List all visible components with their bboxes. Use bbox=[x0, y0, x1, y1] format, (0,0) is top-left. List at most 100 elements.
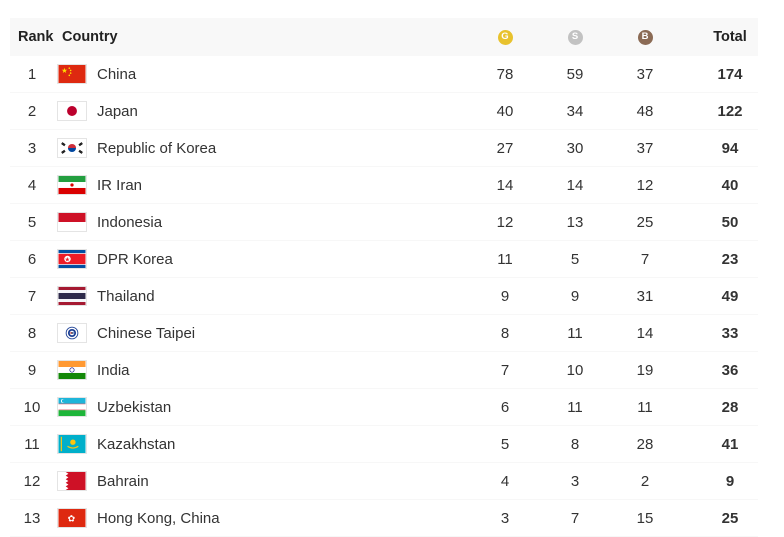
bronze-column-header[interactable]: B bbox=[625, 18, 665, 56]
flag-cell bbox=[56, 463, 88, 499]
table-row[interactable]: 7 Thailand 9 9 31 49 bbox=[10, 278, 758, 315]
china-flag-icon: ★ bbox=[57, 64, 87, 84]
silver-count: 30 bbox=[566, 139, 584, 157]
country-name[interactable]: IR Iran bbox=[97, 176, 143, 194]
country-column-header[interactable]: Country bbox=[62, 29, 118, 45]
flag-cell bbox=[56, 352, 88, 388]
silver-column-header[interactable]: S bbox=[555, 18, 595, 56]
silver-count: 7 bbox=[570, 509, 580, 527]
rank-cell: 8 bbox=[27, 324, 37, 342]
total-count: 174 bbox=[717, 65, 743, 83]
dpr-korea-flag-icon: ★ bbox=[57, 249, 87, 269]
country-name[interactable]: DPR Korea bbox=[97, 250, 173, 268]
table-row[interactable]: 2 Japan 40 34 48 122 bbox=[10, 93, 758, 130]
gold-count: 27 bbox=[496, 139, 514, 157]
flag-cell bbox=[56, 389, 88, 425]
table-row[interactable]: 12 Bahrain 4 3 2 9 bbox=[10, 463, 758, 500]
silver-count: 3 bbox=[570, 472, 580, 490]
rank-cell: 5 bbox=[27, 213, 37, 231]
flag-cell bbox=[56, 278, 88, 314]
silver-count: 34 bbox=[566, 102, 584, 120]
bronze-medal-icon: B bbox=[637, 29, 653, 45]
rank-cell: 13 bbox=[23, 509, 41, 527]
table-row[interactable]: 11 Kazakhstan 5 8 28 41 bbox=[10, 426, 758, 463]
silver-count: 11 bbox=[567, 324, 583, 342]
bronze-count: 7 bbox=[640, 250, 650, 268]
total-count: 25 bbox=[721, 509, 739, 527]
flag-cell: ★ bbox=[56, 56, 88, 92]
total-count: 41 bbox=[721, 435, 739, 453]
rank-cell: 1 bbox=[27, 65, 37, 83]
rank-cell: 10 bbox=[23, 398, 41, 416]
table-row[interactable]: 5 Indonesia 12 13 25 50 bbox=[10, 204, 758, 241]
table-row[interactable]: 1 ★ China 78 59 37 174 bbox=[10, 56, 758, 93]
bronze-count: 28 bbox=[636, 435, 654, 453]
svg-text:★: ★ bbox=[64, 256, 70, 263]
gold-count: 40 bbox=[496, 102, 514, 120]
svg-text:✿: ✿ bbox=[68, 515, 76, 525]
kazakhstan-flag-icon bbox=[57, 434, 87, 454]
table-row[interactable]: 13 ✿ Hong Kong, China 3 7 15 25 bbox=[10, 500, 758, 537]
rank-cell: 12 bbox=[23, 472, 41, 490]
gold-count: 14 bbox=[496, 176, 514, 194]
gold-count: 3 bbox=[500, 509, 510, 527]
silver-count: 5 bbox=[570, 250, 580, 268]
bronze-count: 31 bbox=[636, 287, 654, 305]
korea-flag-icon bbox=[57, 138, 87, 158]
country-name[interactable]: Japan bbox=[97, 102, 138, 120]
total-count: 28 bbox=[721, 398, 739, 416]
total-column-header[interactable]: Total bbox=[713, 29, 747, 45]
bronze-count: 25 bbox=[636, 213, 654, 231]
silver-count: 10 bbox=[566, 361, 584, 379]
gold-count: 5 bbox=[500, 435, 510, 453]
flag-cell bbox=[56, 426, 88, 462]
silver-count: 13 bbox=[566, 213, 584, 231]
country-name[interactable]: Chinese Taipei bbox=[97, 324, 196, 342]
rank-column-header[interactable]: Rank bbox=[18, 29, 54, 45]
bronze-count: 2 bbox=[640, 472, 650, 490]
uzbekistan-flag-icon bbox=[57, 397, 87, 417]
table-row[interactable]: 6 ★ DPR Korea 11 5 7 23 bbox=[10, 241, 758, 278]
rank-cell: 6 bbox=[27, 250, 37, 268]
country-name[interactable]: Uzbekistan bbox=[97, 398, 172, 416]
table-header: Rank Country G S B Total bbox=[10, 18, 758, 56]
silver-count: 9 bbox=[570, 287, 580, 305]
silver-count: 14 bbox=[566, 176, 584, 194]
country-name[interactable]: Indonesia bbox=[97, 213, 163, 231]
table-row[interactable]: 8 Chinese Taipei 8 11 14 33 bbox=[10, 315, 758, 352]
total-count: 49 bbox=[721, 287, 739, 305]
table-row[interactable]: 9 India 7 10 19 36 bbox=[10, 352, 758, 389]
bronze-count: 12 bbox=[636, 176, 654, 194]
country-name[interactable]: Bahrain bbox=[97, 472, 149, 490]
table-row[interactable]: 3 Republic of Korea 27 30 37 94 bbox=[10, 130, 758, 167]
svg-text:★: ★ bbox=[61, 66, 67, 75]
gold-count: 9 bbox=[500, 287, 510, 305]
flag-cell bbox=[56, 130, 88, 166]
country-name[interactable]: Hong Kong, China bbox=[97, 509, 220, 527]
rank-cell: 3 bbox=[27, 139, 37, 157]
medal-table: Rank Country G S B Total 1 ★ China 78 59… bbox=[10, 18, 758, 537]
gold-count: 78 bbox=[496, 65, 514, 83]
table-row[interactable]: 4 IR Iran 14 14 12 40 bbox=[10, 167, 758, 204]
total-count: 40 bbox=[721, 176, 739, 194]
total-count: 122 bbox=[717, 102, 743, 120]
rank-cell: 4 bbox=[27, 176, 37, 194]
total-count: 23 bbox=[721, 250, 739, 268]
rank-cell: 2 bbox=[27, 102, 37, 120]
chinese-taipei-flag-icon bbox=[57, 323, 87, 343]
flag-cell bbox=[56, 315, 88, 351]
country-name[interactable]: Republic of Korea bbox=[97, 139, 217, 157]
gold-column-header[interactable]: G bbox=[485, 18, 525, 56]
total-count: 36 bbox=[721, 361, 739, 379]
flag-cell bbox=[56, 167, 88, 203]
country-name[interactable]: Thailand bbox=[97, 287, 155, 305]
country-name[interactable]: Kazakhstan bbox=[97, 435, 176, 453]
gold-count: 12 bbox=[496, 213, 514, 231]
country-name[interactable]: China bbox=[97, 65, 137, 83]
gold-count: 11 bbox=[497, 250, 513, 268]
country-name[interactable]: India bbox=[97, 361, 130, 379]
flag-cell: ✿ bbox=[56, 500, 88, 536]
table-row[interactable]: 10 Uzbekistan 6 11 11 28 bbox=[10, 389, 758, 426]
bahrain-flag-icon bbox=[57, 471, 87, 491]
gold-count: 8 bbox=[500, 324, 510, 342]
